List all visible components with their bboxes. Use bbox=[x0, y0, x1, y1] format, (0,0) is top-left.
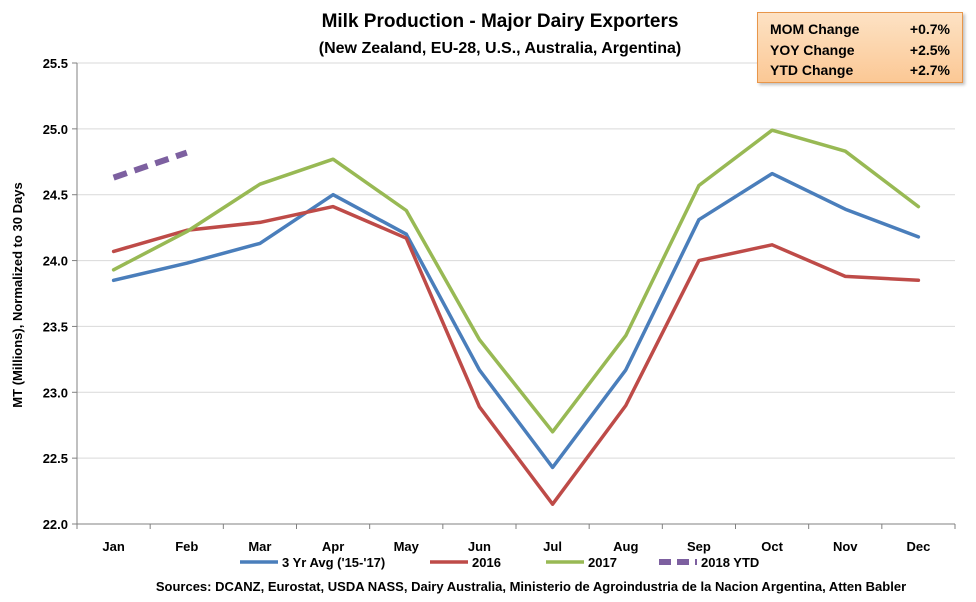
chart-subtitle: (New Zealand, EU-28, U.S., Australia, Ar… bbox=[319, 40, 681, 57]
stat-value: +2.7% bbox=[909, 62, 950, 78]
x-tick-label: May bbox=[394, 539, 420, 554]
x-tick-label: Dec bbox=[906, 539, 930, 554]
legend: 3 Yr Avg ('15-'17) 2016 2017 2018 YTD bbox=[240, 555, 759, 570]
legend-label: 2016 bbox=[472, 555, 501, 570]
x-tick-label: Jul bbox=[543, 539, 562, 554]
y-tick-label: 25.0 bbox=[43, 122, 68, 137]
x-tick-label: Oct bbox=[761, 539, 783, 554]
series-line bbox=[111, 128, 921, 434]
chart-title: Milk Production - Major Dairy Exporters bbox=[322, 11, 679, 32]
stat-label: YTD Change bbox=[770, 62, 854, 78]
y-tick-label: 24.0 bbox=[43, 254, 68, 269]
series-lines bbox=[111, 128, 921, 506]
gridlines bbox=[77, 62, 955, 459]
x-tick-label: Apr bbox=[322, 539, 344, 554]
y-tick-label: 23.5 bbox=[43, 319, 68, 334]
x-tick-label: Jan bbox=[102, 539, 124, 554]
y-tick-label: 23.0 bbox=[43, 385, 68, 400]
series-line bbox=[112, 149, 188, 181]
stat-label: YOY Change bbox=[770, 41, 855, 58]
series-line bbox=[111, 204, 921, 506]
y-tick-label: 22.0 bbox=[43, 517, 68, 532]
stat-row-ytd: YTD Change +2.7% bbox=[770, 60, 950, 81]
x-tick-label: Mar bbox=[248, 539, 271, 554]
y-tick-label: 22.5 bbox=[43, 451, 68, 466]
stat-label: MOM Change bbox=[770, 21, 860, 37]
legend-label: 3 Yr Avg ('15-'17) bbox=[282, 555, 385, 570]
stat-row-mom: MOM Change +0.7% bbox=[770, 19, 950, 40]
x-tick-label: Aug bbox=[613, 539, 638, 554]
legend-label: 2018 YTD bbox=[701, 555, 759, 570]
legend-label: 2017 bbox=[588, 555, 617, 570]
x-tick-label: Sep bbox=[687, 539, 711, 554]
y-tick-label: 25.5 bbox=[43, 56, 68, 71]
change-summary-box: MOM Change +0.7% YOY Change +2.5% YTD Ch… bbox=[757, 12, 963, 83]
y-axis-label: MT (Millions), Normalized to 30 Days bbox=[10, 182, 25, 407]
y-tick-label: 24.5 bbox=[43, 188, 68, 203]
axes: 22.0 22.5 23.0 23.5 24.0 24.5 25.0 25.5 Jan Feb Ma… bbox=[43, 56, 956, 554]
stat-row-yoy: YOY Change +2.5% bbox=[770, 40, 950, 61]
stat-value: +2.5% bbox=[909, 41, 950, 58]
x-tick-label: Jun bbox=[468, 539, 491, 554]
stat-value: +0.7% bbox=[909, 21, 950, 37]
x-tick-label: Feb bbox=[175, 539, 198, 554]
x-tick-label: Nov bbox=[833, 539, 858, 554]
source-note: Sources: DCANZ, Eurostat, USDA NASS, Dai… bbox=[156, 579, 906, 594]
series-line bbox=[111, 171, 921, 470]
